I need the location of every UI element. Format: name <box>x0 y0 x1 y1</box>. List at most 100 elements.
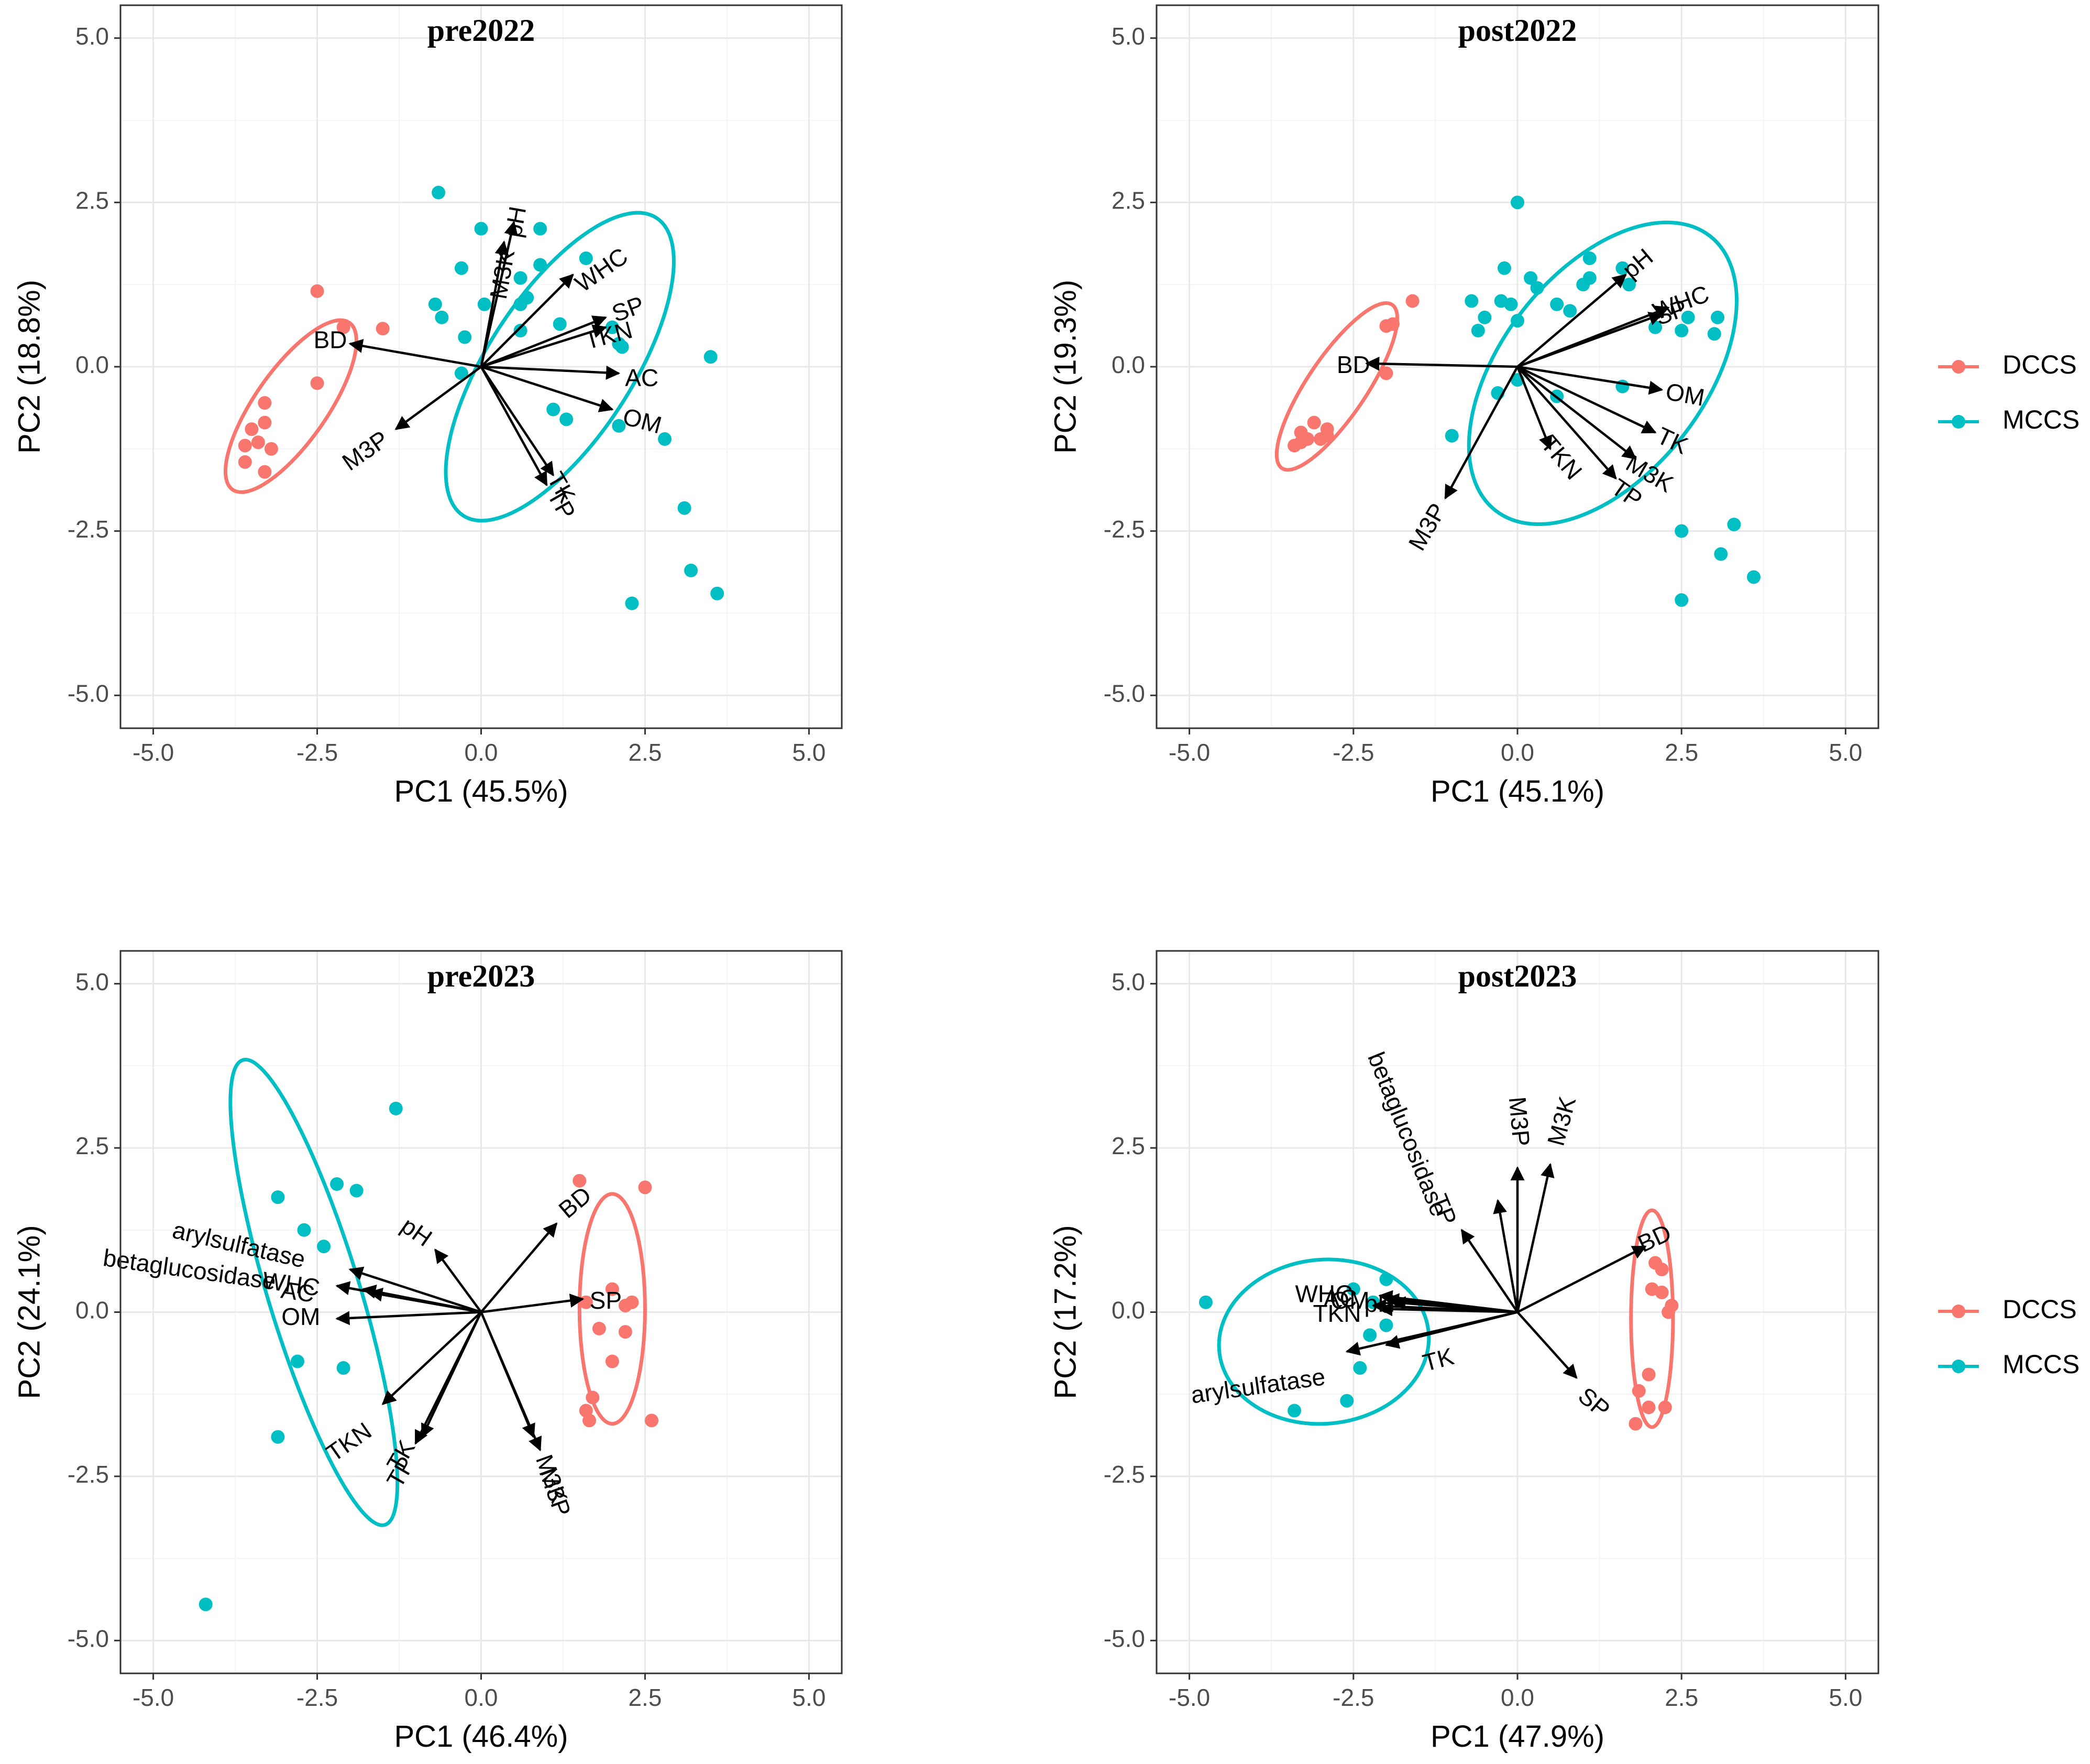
data-point-mccs <box>290 1354 304 1368</box>
panel-title: post2023 <box>1458 959 1577 993</box>
series-mccs <box>1445 195 1761 607</box>
data-point-dccs <box>1632 1384 1646 1398</box>
series-dccs <box>1288 294 1420 453</box>
y-tick-label: 0.0 <box>1112 1297 1145 1324</box>
data-point-mccs <box>432 185 446 200</box>
x-tick-label: 2.5 <box>1665 739 1698 766</box>
data-point-dccs <box>251 435 265 450</box>
data-point-mccs <box>513 324 527 337</box>
data-point-dccs <box>586 1390 600 1405</box>
x-tick-label: 2.5 <box>628 739 662 766</box>
data-point-mccs <box>1340 1394 1354 1408</box>
loading-label-whc: WHC <box>1295 1280 1353 1307</box>
data-point-mccs <box>684 563 698 577</box>
x-tick-label: -2.5 <box>1333 1684 1374 1711</box>
data-point-dccs <box>1655 1263 1669 1277</box>
data-point-dccs <box>1629 1417 1643 1431</box>
y-tick-label: -5.0 <box>1104 1625 1145 1652</box>
data-point-dccs <box>1294 435 1308 450</box>
loading-arrow-om <box>1371 1299 1518 1313</box>
ellipse-mccs <box>444 211 676 523</box>
data-point-dccs <box>258 465 272 479</box>
x-tick-label: -2.5 <box>296 739 338 766</box>
x-tick-label: 5.0 <box>1829 739 1862 766</box>
loading-arrow-m3p <box>394 366 482 430</box>
data-point-mccs <box>1582 251 1597 265</box>
loading-arrow-ac <box>481 365 621 380</box>
data-point-mccs <box>1363 1328 1377 1342</box>
data-point-mccs <box>1379 1318 1393 1332</box>
data-point-dccs <box>605 1282 619 1296</box>
loading-arrow-m3p <box>1444 366 1519 500</box>
data-point-mccs <box>1346 1282 1360 1296</box>
data-point-mccs <box>330 1177 344 1191</box>
x-tick-label: 2.5 <box>1665 1684 1698 1711</box>
y-axis-title: PC2 (18.8%) <box>12 280 46 454</box>
loading-arrow-tp <box>414 1311 482 1445</box>
data-point-mccs <box>1471 324 1485 337</box>
data-point-dccs <box>618 1325 632 1339</box>
data-point-dccs <box>1405 294 1420 308</box>
y-tick-label: 5.0 <box>75 968 109 995</box>
loading-arrow-whc <box>480 273 574 368</box>
data-point-mccs <box>271 1430 285 1444</box>
y-tick-label: -2.5 <box>68 1461 109 1488</box>
x-tick-label: 5.0 <box>1829 1684 1862 1711</box>
loading-label-ac: AC <box>279 1276 316 1307</box>
data-point-mccs <box>271 1190 285 1204</box>
loading-label-ac: AC <box>1324 1285 1357 1312</box>
data-point-dccs <box>310 284 324 298</box>
ellipse-dccs <box>1629 1208 1675 1429</box>
data-point-mccs <box>703 350 718 364</box>
x-axis-title: PC1 (47.9%) <box>1431 1719 1604 1754</box>
data-point-mccs <box>1445 429 1459 443</box>
loading-arrow-tp <box>480 366 548 487</box>
y-tick-label: -5.0 <box>68 680 109 707</box>
data-point-dccs <box>336 320 350 334</box>
data-point-mccs <box>513 297 527 311</box>
legend-item-dccs: DCCS <box>1938 350 2077 379</box>
data-point-dccs <box>1655 1285 1669 1299</box>
legend-item-dccs: DCCS <box>1938 1295 2077 1324</box>
data-point-mccs <box>1511 314 1524 328</box>
y-tick-label: -5.0 <box>68 1625 109 1652</box>
y-tick-label: 5.0 <box>1112 968 1145 995</box>
data-point-dccs <box>310 376 324 390</box>
y-tick-label: 0.0 <box>1112 351 1145 378</box>
axis-ticks: -5.0 -2.5 0.0 2.5 5.0 -5.0 -2.5 0.0 2.5 5.0 <box>68 968 826 1711</box>
data-point-dccs <box>625 1295 639 1309</box>
loading-arrow-om <box>335 1311 481 1325</box>
ellipse-dccs <box>1274 301 1400 472</box>
data-point-mccs <box>1530 281 1544 295</box>
data-point-dccs <box>1642 1400 1656 1415</box>
data-point-mccs <box>677 501 691 515</box>
data-point-mccs <box>1615 261 1630 275</box>
loading-arrow-bd <box>348 338 481 368</box>
data-point-mccs <box>297 1223 311 1237</box>
loading-label-om: OM <box>281 1303 320 1330</box>
x-axis-title: PC1 (46.4%) <box>394 1719 568 1754</box>
data-point-mccs <box>1675 524 1689 538</box>
loading-arrow-m3p <box>480 1311 542 1452</box>
loading-arrow-tkn <box>480 324 607 368</box>
loading-label-om: OM <box>1664 378 1707 411</box>
x-tick-label: -5.0 <box>1169 739 1210 766</box>
loading-arrow-m3k <box>1516 1163 1555 1312</box>
data-point-mccs <box>1524 271 1538 285</box>
loading-arrow-sp <box>480 315 607 368</box>
legend-key-point <box>1952 1360 1965 1373</box>
series-dccs <box>1629 1256 1679 1431</box>
loading-arrow-betaglucosidase <box>1493 1199 1519 1312</box>
loading-label-m3p: M3P <box>1504 1095 1535 1147</box>
x-tick-label: 0.0 <box>1501 1684 1534 1711</box>
y-tick-label: -5.0 <box>1104 680 1145 707</box>
y-tick-label: 0.0 <box>75 351 109 378</box>
legend-bottom: DCCS MCCS <box>1938 1295 2080 1379</box>
loading-arrow-bd <box>1365 356 1518 371</box>
legend-key-point <box>1952 415 1965 429</box>
data-point-mccs <box>389 1101 403 1115</box>
data-point-dccs <box>644 1414 658 1428</box>
